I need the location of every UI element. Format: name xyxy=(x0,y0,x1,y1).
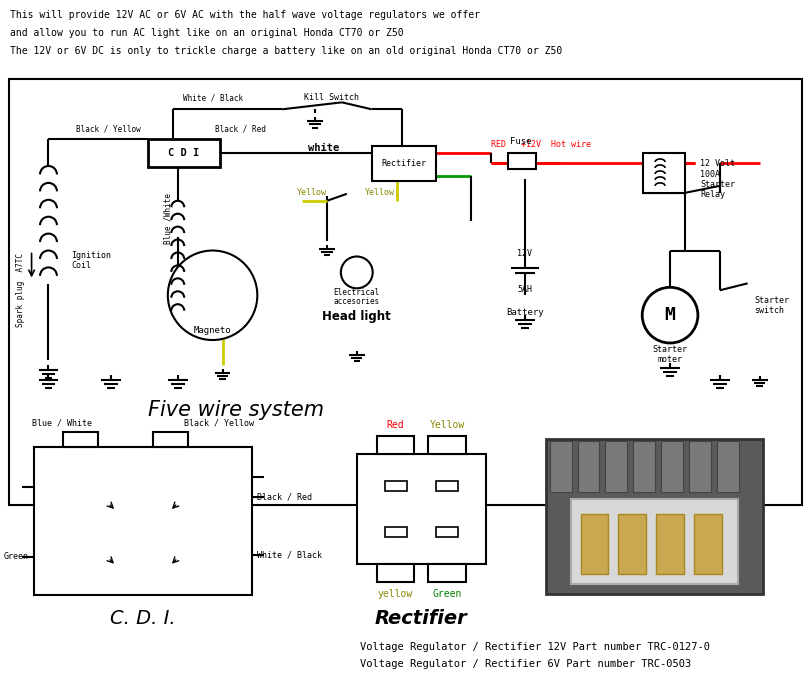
Text: Green: Green xyxy=(433,588,462,599)
Bar xyxy=(148,139,219,167)
Text: 12V: 12V xyxy=(517,249,532,258)
Bar xyxy=(371,146,436,181)
Text: Black / Red: Black / Red xyxy=(257,493,312,502)
Bar xyxy=(605,442,627,492)
Bar xyxy=(578,442,599,492)
Text: Spark plug  A7TC: Spark plug A7TC xyxy=(16,254,25,327)
Text: Black / Yellow: Black / Yellow xyxy=(76,124,141,133)
Bar xyxy=(384,481,406,491)
Bar xyxy=(689,442,711,492)
Bar xyxy=(429,564,466,582)
Text: Yellow: Yellow xyxy=(365,188,395,197)
Text: switch: switch xyxy=(755,306,785,315)
Text: and allow you to run AC light like on an original Honda CT70 or Z50: and allow you to run AC light like on an… xyxy=(10,28,404,38)
Text: C. D. I.: C. D. I. xyxy=(110,608,176,628)
Bar xyxy=(581,514,608,574)
Bar xyxy=(546,440,763,594)
Text: Head light: Head light xyxy=(323,309,392,322)
Text: Yellow: Yellow xyxy=(430,420,465,429)
Text: Kill Switch: Kill Switch xyxy=(304,93,359,103)
Text: 5AH: 5AH xyxy=(517,285,532,294)
Text: Rectifier: Rectifier xyxy=(381,158,426,167)
Text: Battery: Battery xyxy=(506,308,544,317)
Text: Green: Green xyxy=(3,553,28,562)
Circle shape xyxy=(167,251,257,340)
Bar xyxy=(9,79,803,505)
Bar xyxy=(508,153,536,169)
Text: Black / Yellow: Black / Yellow xyxy=(184,418,254,428)
Bar xyxy=(694,514,722,574)
Bar xyxy=(661,442,683,492)
Bar xyxy=(618,514,646,574)
Text: Black / Red: Black / Red xyxy=(215,124,266,133)
Text: White / Black: White / Black xyxy=(183,93,243,103)
Text: white: white xyxy=(308,143,340,153)
Text: Red: Red xyxy=(387,420,404,429)
Bar xyxy=(717,442,739,492)
Text: Fuse: Fuse xyxy=(510,137,532,146)
Text: Rectifier: Rectifier xyxy=(375,608,468,628)
Text: Yellow: Yellow xyxy=(297,188,327,197)
Text: C D I: C D I xyxy=(168,148,199,158)
Text: Relay: Relay xyxy=(700,190,725,199)
Bar xyxy=(357,454,486,564)
Text: accesories: accesories xyxy=(333,297,380,306)
Bar xyxy=(550,442,572,492)
Text: The 12V or 6V DC is only to trickle charge a battery like on an old original Hon: The 12V or 6V DC is only to trickle char… xyxy=(10,45,562,56)
Text: Starter: Starter xyxy=(700,180,735,189)
Text: Starter: Starter xyxy=(755,296,790,305)
Bar xyxy=(377,564,414,582)
Text: Ignition: Ignition xyxy=(71,251,112,260)
Text: 100A: 100A xyxy=(700,170,720,179)
Bar xyxy=(377,437,414,454)
Bar xyxy=(153,431,188,447)
Text: Magneto: Magneto xyxy=(194,326,231,335)
Text: yellow: yellow xyxy=(378,588,413,599)
Text: Voltage Regulator / Rectifier 12V Part number TRC-0127-0: Voltage Regulator / Rectifier 12V Part n… xyxy=(360,642,709,652)
Bar xyxy=(33,447,252,595)
Circle shape xyxy=(642,287,698,343)
Text: moter: moter xyxy=(658,356,683,364)
Text: Coil: Coil xyxy=(71,261,91,270)
Bar xyxy=(436,527,458,537)
Text: M: M xyxy=(665,306,676,324)
Text: Five wire system: Five wire system xyxy=(148,400,324,420)
Bar xyxy=(656,514,684,574)
Text: Starter: Starter xyxy=(653,345,688,354)
Bar xyxy=(643,153,685,193)
Bar xyxy=(384,527,406,537)
Text: Blue / White: Blue / White xyxy=(32,418,91,428)
Bar xyxy=(570,499,738,584)
Text: 12 Volt: 12 Volt xyxy=(700,159,735,168)
Text: Electrical: Electrical xyxy=(333,288,380,297)
Circle shape xyxy=(341,256,373,288)
Text: Voltage Regulator / Rectifier 6V Part number TRC-0503: Voltage Regulator / Rectifier 6V Part nu… xyxy=(360,659,691,669)
Text: White / Black: White / Black xyxy=(257,551,322,559)
Text: Blue /White: Blue /White xyxy=(163,193,172,244)
Bar xyxy=(429,437,466,454)
Bar xyxy=(63,431,98,447)
Text: RED   +12V  Hot wire: RED +12V Hot wire xyxy=(491,140,591,149)
Bar xyxy=(633,442,655,492)
Text: This will provide 12V AC or 6V AC with the half wave voltage regulators we offer: This will provide 12V AC or 6V AC with t… xyxy=(10,10,480,20)
Bar xyxy=(436,481,458,491)
